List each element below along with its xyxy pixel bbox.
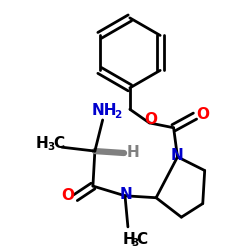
Text: C: C: [53, 136, 64, 151]
Text: O: O: [196, 107, 209, 122]
Text: 3: 3: [48, 142, 55, 152]
Text: O: O: [61, 188, 74, 203]
Text: NH: NH: [92, 103, 117, 118]
Text: 3: 3: [131, 238, 138, 248]
Text: N: N: [171, 148, 184, 164]
Text: 2: 2: [114, 110, 122, 120]
Text: C: C: [136, 232, 147, 247]
Text: N: N: [120, 187, 132, 202]
Text: H: H: [36, 136, 49, 151]
Text: H: H: [126, 144, 139, 160]
Text: O: O: [144, 112, 157, 128]
Text: H: H: [122, 232, 135, 247]
